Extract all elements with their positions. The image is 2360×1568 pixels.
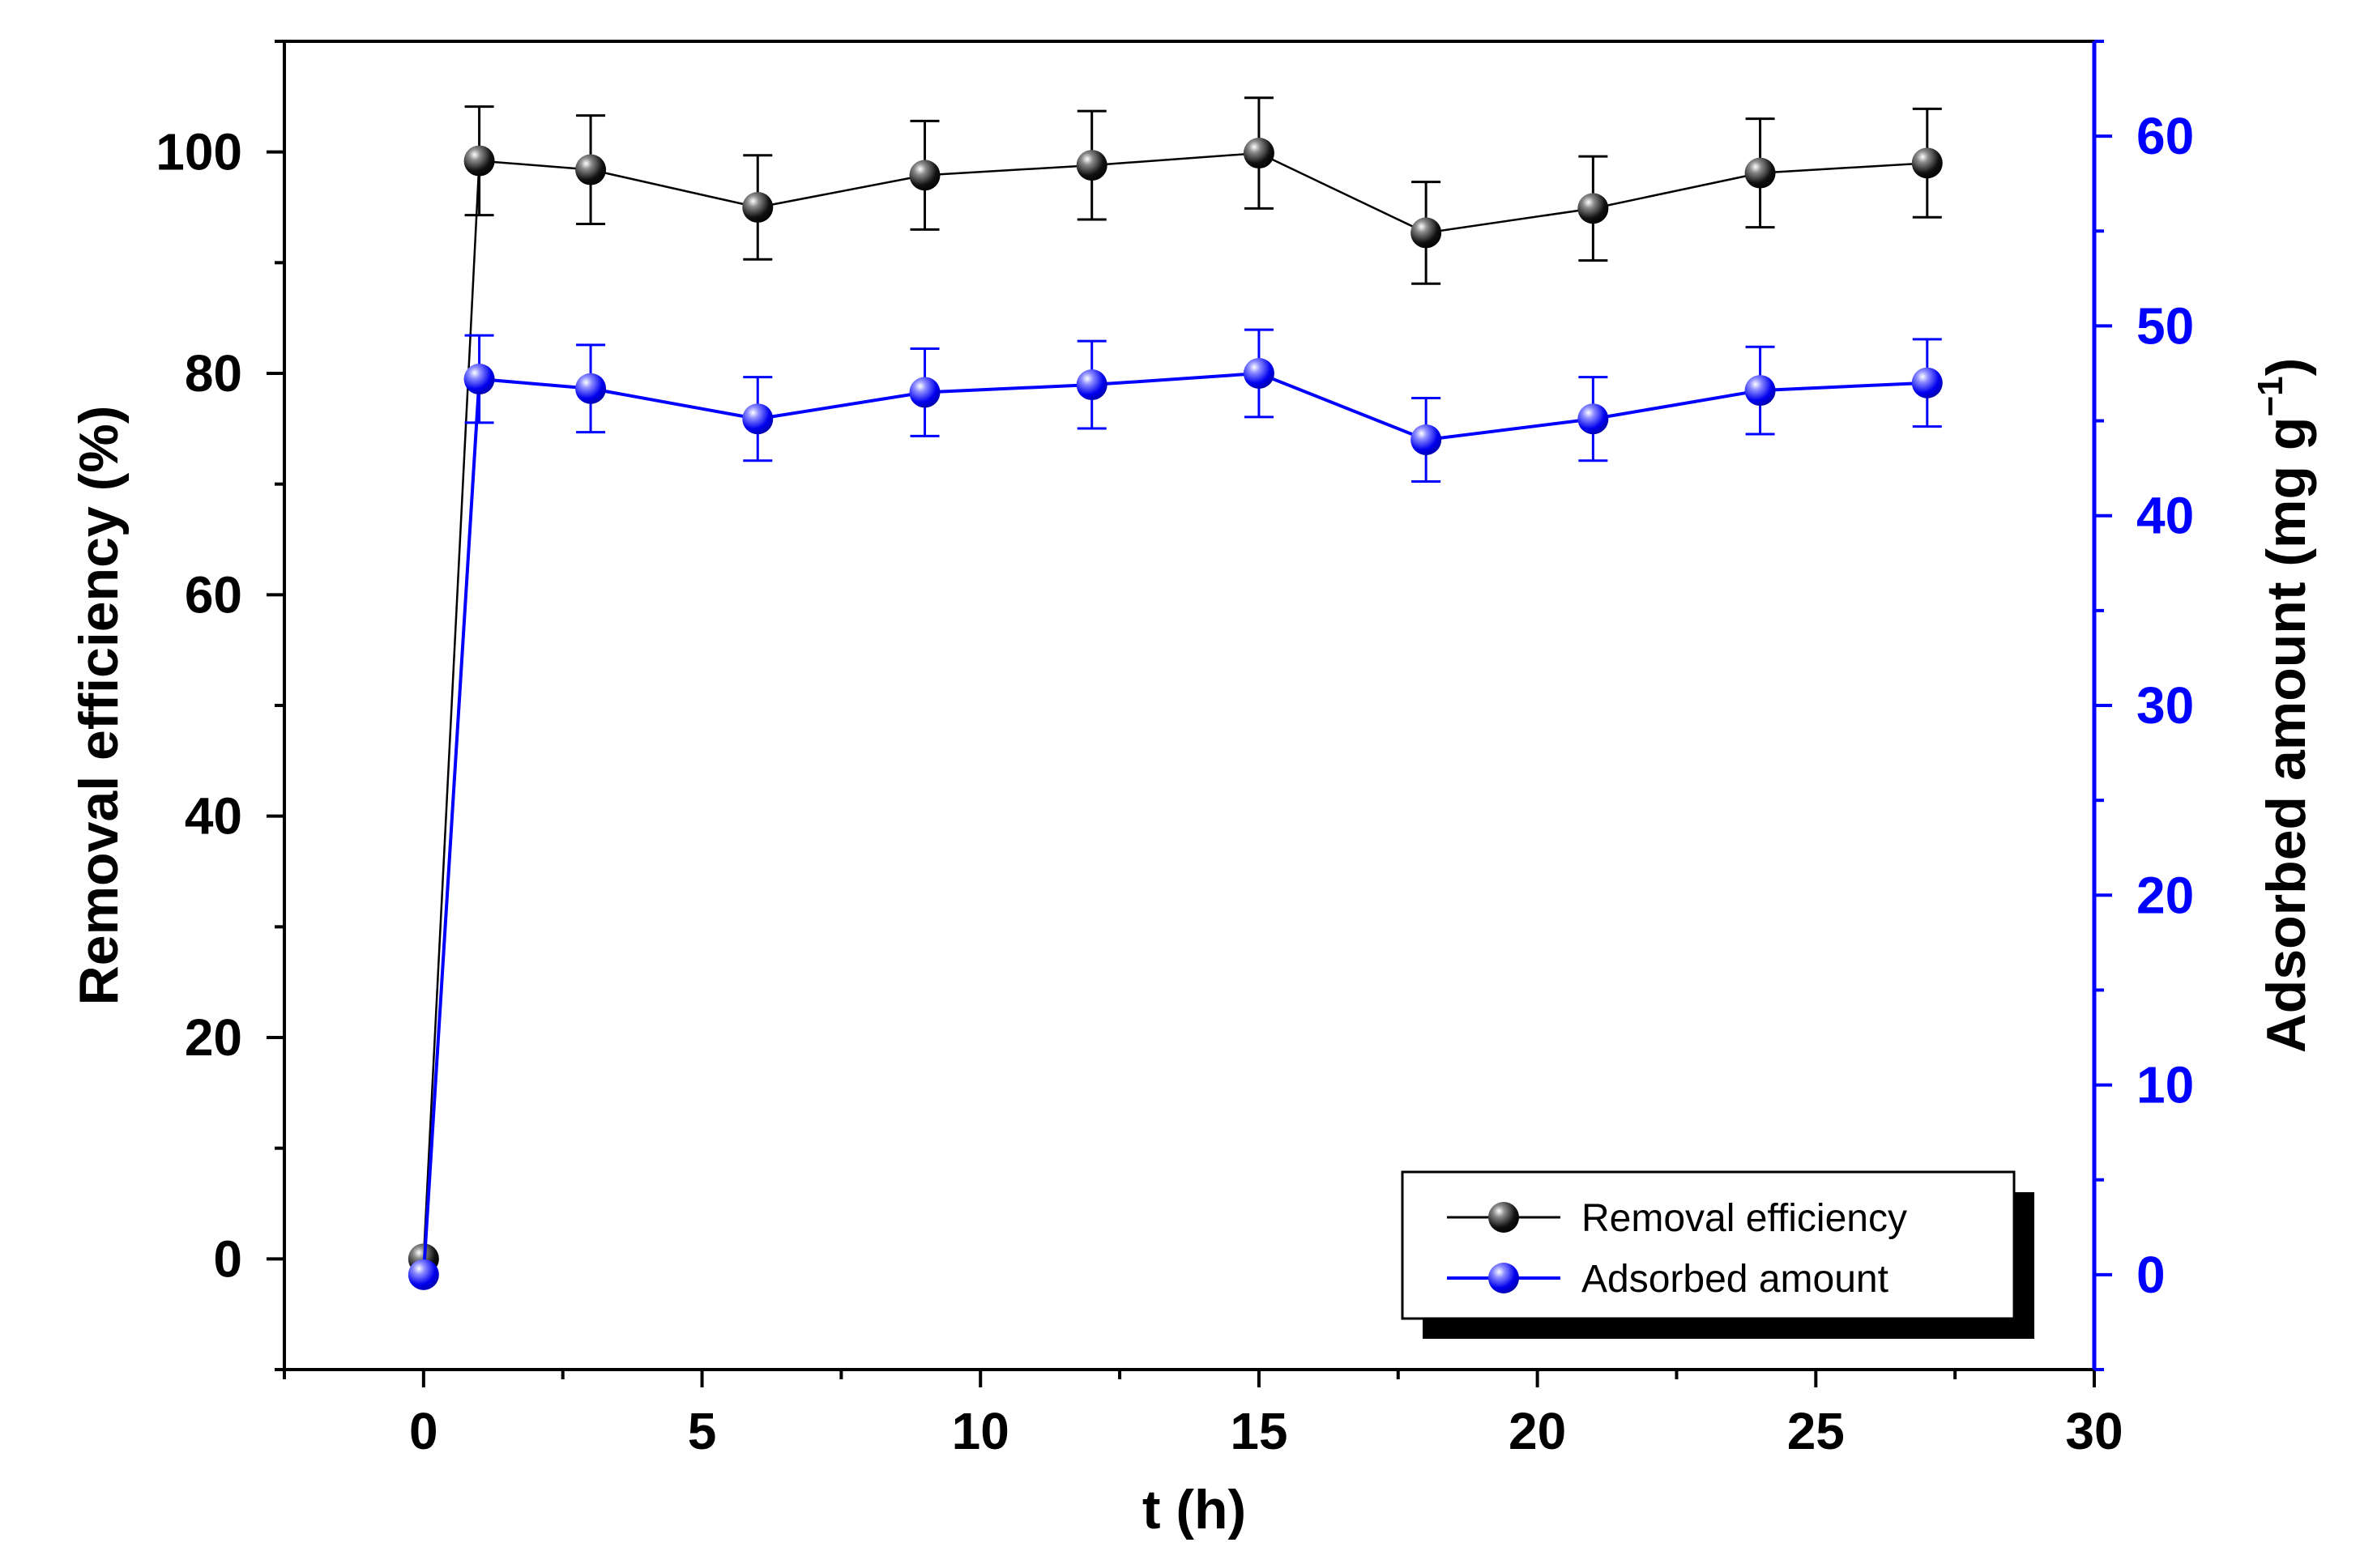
y-left-tick-label: 20 <box>185 1008 242 1067</box>
y-right-tick-label: 20 <box>2136 866 2194 924</box>
y-right-tick-label: 60 <box>2136 107 2194 165</box>
x-axis-title: t (h) <box>1142 1479 1246 1540</box>
data-point-removal-efficiency <box>742 192 774 223</box>
ticks-layer: 0 5 10 15 20 25 30 0 20 40 60 80 100 0 10 20 30 40 50 60 <box>156 40 2194 1460</box>
data-point-removal-efficiency <box>1076 150 1107 181</box>
y-right-title-superscript: −1 <box>2251 376 2290 416</box>
legend-item-removal-efficiency: Removal efficiency <box>1447 1197 1907 1240</box>
data-point-adsorbed-amount <box>1744 375 1776 407</box>
data-point-adsorbed-amount <box>742 403 774 435</box>
y-right-tick-label: 50 <box>2136 296 2194 355</box>
data-point-removal-efficiency <box>1744 157 1776 189</box>
legend-marker-removal-efficiency <box>1488 1202 1519 1233</box>
series-layer <box>408 96 1943 1290</box>
legend-marker-adsorbed-amount <box>1488 1263 1519 1293</box>
data-point-adsorbed-amount <box>408 1259 439 1290</box>
data-point-removal-efficiency <box>1577 193 1609 224</box>
data-point-adsorbed-amount <box>1243 358 1274 389</box>
data-point-adsorbed-amount <box>1076 369 1107 401</box>
x-tick-label: 5 <box>688 1402 717 1460</box>
legend-label-removal-efficiency: Removal efficiency <box>1581 1197 1907 1240</box>
x-tick-label: 10 <box>952 1402 1009 1460</box>
y-right-tick-label: 30 <box>2136 676 2194 735</box>
x-tick-label: 15 <box>1230 1402 1287 1460</box>
x-tick-label: 30 <box>2065 1402 2123 1460</box>
y-right-title-main: Adsorbed amount (mg g <box>2255 417 2317 1054</box>
data-point-removal-efficiency <box>463 145 495 177</box>
y-left-tick-label: 100 <box>156 123 242 181</box>
x-tick-label: 20 <box>1509 1402 1566 1460</box>
data-point-adsorbed-amount <box>575 373 607 404</box>
legend-box <box>1401 1170 2016 1320</box>
y-right-axis-title: Adsorbed amount (mg g−1) <box>2251 358 2317 1054</box>
y-left-tick-label: 60 <box>185 565 242 624</box>
y-right-tick-label: 40 <box>2136 487 2194 545</box>
data-point-adsorbed-amount <box>463 364 495 395</box>
x-tick-label: 25 <box>1787 1402 1845 1460</box>
data-point-adsorbed-amount <box>909 377 941 408</box>
data-point-removal-efficiency <box>909 160 941 191</box>
y-left-axis-title: Removal efficiency (%) <box>68 406 130 1006</box>
y-left-tick-label: 80 <box>185 344 242 403</box>
y-left-tick-label: 40 <box>185 787 242 846</box>
legend-label-adsorbed-amount: Adsorbed amount <box>1581 1258 1888 1301</box>
x-tick-label: 0 <box>409 1402 438 1460</box>
data-point-removal-efficiency <box>1243 138 1274 169</box>
data-point-removal-efficiency <box>1410 217 1442 249</box>
y-right-title-close: ) <box>2255 358 2317 377</box>
y-left-tick-label: 0 <box>213 1229 242 1288</box>
legend: Removal efficiency Adsorbed amount <box>1401 1170 2034 1339</box>
plot-area <box>284 41 2094 1370</box>
series-removal-efficiency <box>408 96 1943 1275</box>
legend-item-adsorbed-amount: Adsorbed amount <box>1447 1258 1888 1301</box>
data-point-adsorbed-amount <box>1911 367 1943 398</box>
data-point-adsorbed-amount <box>1577 403 1609 435</box>
data-point-removal-efficiency <box>575 154 607 185</box>
data-point-removal-efficiency <box>1911 147 1943 179</box>
series-adsorbed-amount <box>408 328 1943 1290</box>
data-point-adsorbed-amount <box>1410 424 1442 455</box>
y-right-tick-label: 0 <box>2136 1246 2166 1304</box>
y-right-tick-label: 10 <box>2136 1056 2194 1114</box>
